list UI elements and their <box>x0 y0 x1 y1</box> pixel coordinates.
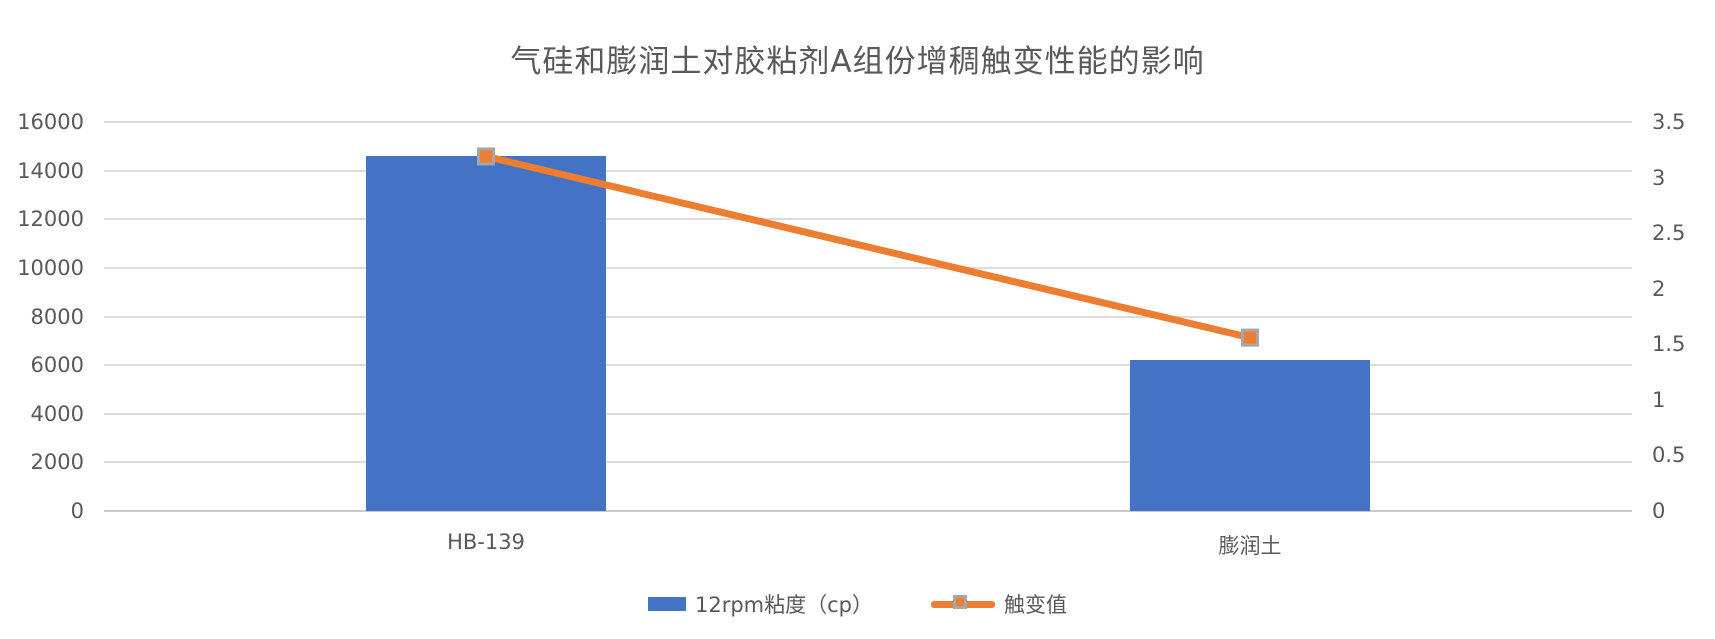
gridline <box>104 461 1632 464</box>
right-axis-tick-label: 1 <box>1652 387 1666 412</box>
gridline <box>104 266 1632 269</box>
right-axis-tick-label: 3 <box>1652 165 1666 190</box>
left-axis-tick-label: 10000 <box>17 255 84 280</box>
left-axis-tick-label: 16000 <box>17 110 84 134</box>
legend-item-viscosity: 12rpm粘度（cp） <box>647 589 874 619</box>
right-axis-tick-label: 2 <box>1652 276 1666 301</box>
bar-series-swatch-icon <box>647 597 686 611</box>
left-axis-tick-label: 2000 <box>30 450 84 475</box>
gridline <box>104 412 1632 415</box>
gridline <box>104 364 1632 367</box>
bar-膨润土 <box>1130 360 1370 511</box>
chart-title: 气硅和膨润土对胶粘剂A组份增稠触变性能的影响 <box>510 44 1205 80</box>
legend: 12rpm粘度（cp） 触变值 <box>0 589 1715 619</box>
thixotropy-line <box>477 147 1259 347</box>
bar-HB-139 <box>366 156 606 511</box>
legend-label-viscosity: 12rpm粘度（cp） <box>694 593 874 617</box>
left-axis-tick-label: 0 <box>70 499 84 523</box>
category-label-膨润土: 膨润土 <box>1218 534 1282 558</box>
line-marker-icon <box>477 147 495 166</box>
line-marker-icon <box>1241 328 1259 347</box>
right-axis-tick-label: 0 <box>1652 499 1666 523</box>
right-axis-tick-label: 1.5 <box>1652 332 1686 357</box>
left-axis-tick-label: 4000 <box>30 401 84 426</box>
gridline <box>104 169 1632 172</box>
line-series-swatch-icon <box>931 594 996 615</box>
left-axis-tick-label: 6000 <box>30 353 84 378</box>
legend-label-thixotropy: 触变值 <box>1004 593 1068 617</box>
gridline <box>104 510 1632 512</box>
gridline <box>104 121 1632 123</box>
left-axis-tick-label: 8000 <box>30 304 84 329</box>
gridline <box>104 218 1632 221</box>
category-label-HB-139: HB-139 <box>447 530 525 554</box>
gridline <box>104 315 1632 318</box>
left-axis-tick-label: 12000 <box>17 207 84 232</box>
plot-area <box>104 121 1632 512</box>
left-axis-tick-label: 14000 <box>17 158 84 183</box>
right-axis-tick-label: 3.5 <box>1652 110 1686 134</box>
right-axis-tick-label: 0.5 <box>1652 443 1686 468</box>
right-axis-tick-label: 2.5 <box>1652 221 1686 246</box>
legend-item-thixotropy: 触变值 <box>931 589 1067 619</box>
